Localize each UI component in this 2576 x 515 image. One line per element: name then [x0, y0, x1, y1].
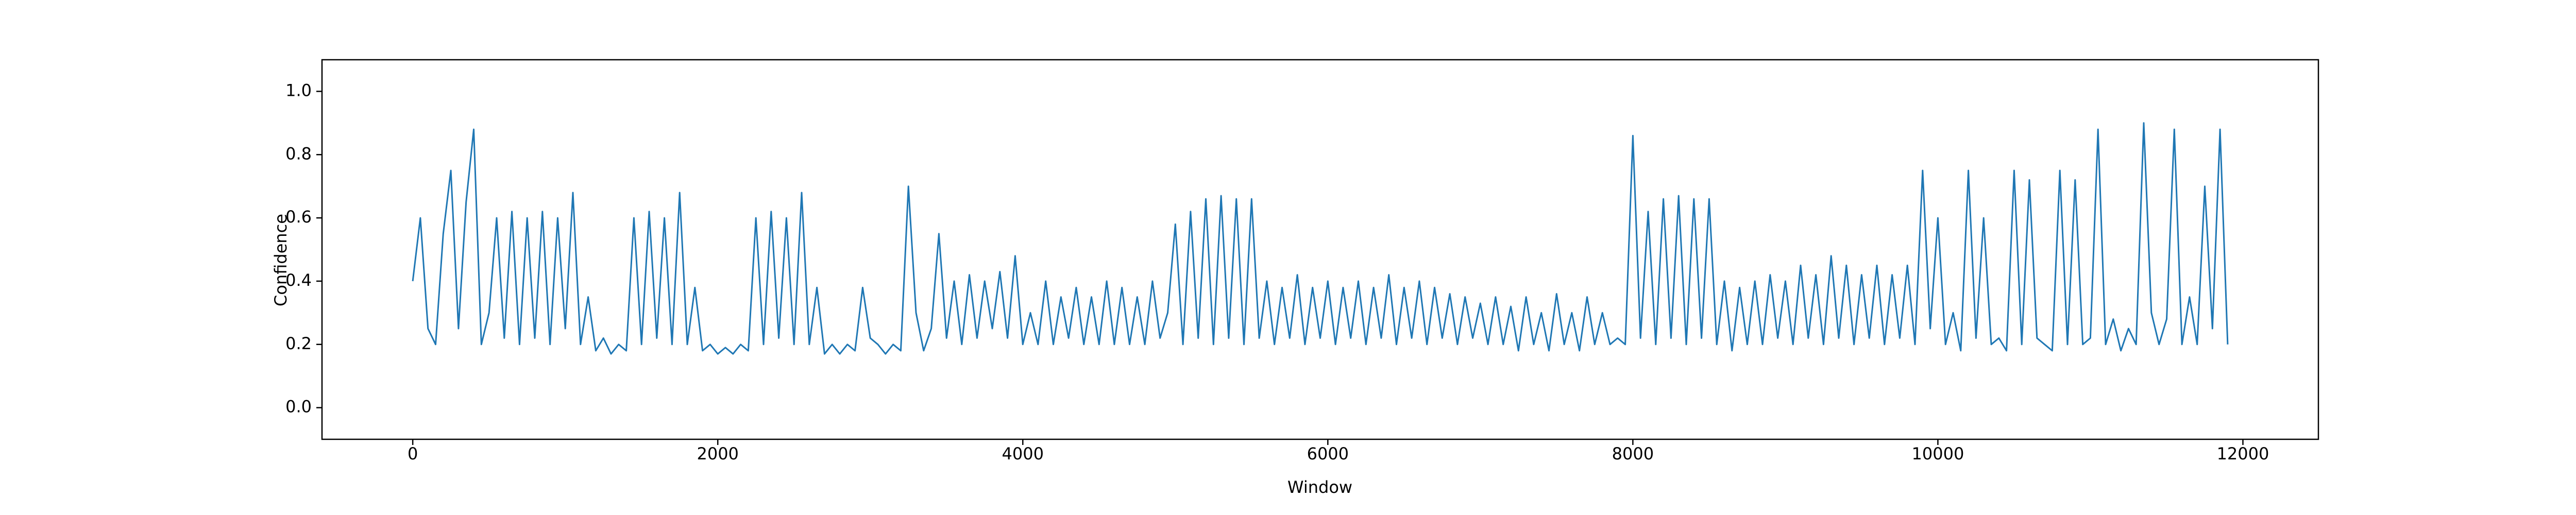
y-axis-label: Confidence: [271, 214, 291, 306]
x-tick-label: 8000: [1612, 444, 1654, 464]
x-tick-label: 0: [408, 444, 418, 464]
x-tick-label: 10000: [1912, 444, 1964, 464]
y-tick-label: 1.0: [285, 80, 312, 100]
y-tick-label: 0.0: [285, 397, 312, 417]
x-tick-label: 12000: [2217, 444, 2269, 464]
y-tick-label: 0.6: [285, 207, 312, 227]
y-tick-label: 0.8: [285, 144, 312, 163]
x-tick-label: 6000: [1307, 444, 1349, 464]
x-tick-label: 2000: [697, 444, 738, 464]
x-axis-label: Window: [1287, 477, 1352, 497]
x-tick-label: 4000: [1002, 444, 1044, 464]
y-tick-label: 0.2: [285, 334, 312, 353]
data-line: [412, 122, 2229, 355]
y-tick-label: 0.4: [285, 270, 312, 290]
plot-frame: [321, 59, 2319, 440]
